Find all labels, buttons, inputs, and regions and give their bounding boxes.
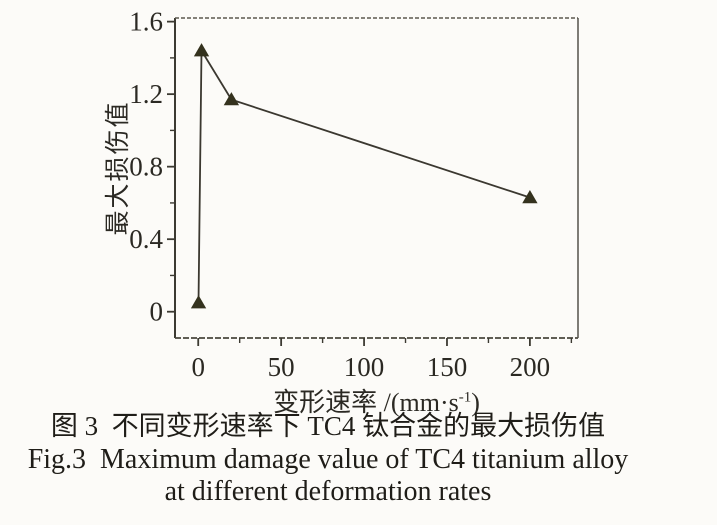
caption-english-line2: at different deformation rates	[164, 476, 492, 507]
x-axis-title: 变形速率 /(mm·s-1)	[175, 382, 578, 419]
x-tick-label: 100	[344, 352, 385, 382]
x-tick-label: 0	[191, 352, 205, 382]
y-tick-label: 0.8	[129, 152, 163, 182]
x-axis-title-superscript: -1	[458, 389, 472, 406]
data-point-marker	[193, 43, 210, 57]
x-tick-label: 150	[427, 352, 468, 382]
caption-chinese: 图 3 不同变形速率下 TC4 钛合金的最大损伤值	[50, 411, 606, 441]
y-tick-label: 0.4	[129, 224, 163, 254]
x-axis-title-text: 变形速率 /(mm·s	[273, 388, 459, 417]
x-tick-label: 200	[510, 352, 551, 382]
data-line	[197, 47, 531, 303]
data-point-marker	[522, 189, 538, 204]
x-axis-title-suffix: )	[471, 388, 480, 417]
figure-caption: 图 3 不同变形速率下 TC4 钛合金的最大损伤值 Fig.3 Maximum …	[0, 408, 656, 508]
y-tick-label: 1.6	[129, 7, 163, 37]
y-tick-label: 1.2	[129, 79, 163, 109]
x-tick-label: 50	[268, 352, 295, 382]
y-tick-label: 0	[150, 297, 164, 327]
data-point-marker	[223, 92, 240, 106]
y-axis-title: 最大损伤值	[105, 100, 132, 236]
caption-english-line1: Fig.3 Maximum damage value of TC4 titani…	[27, 444, 629, 475]
data-point-marker	[190, 295, 207, 309]
axis-ticks: 0 50 100 150 200 0 0.4 0.8 1.2 1.6	[129, 7, 573, 382]
data-series	[190, 43, 538, 309]
